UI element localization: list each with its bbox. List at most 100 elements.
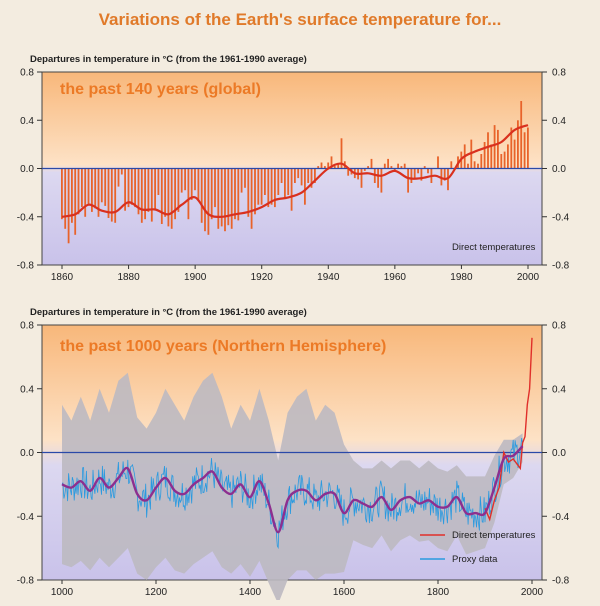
annual-bar-1917 xyxy=(250,168,253,229)
chart-1000-years: 0.8 0.8 0.4 0.4 0.0 0.0 -0.4 -0.4 -0.8 -0.8 1000 12… xyxy=(17,321,570,600)
y-axis-caption-top: Departures in temperature in °C (from th… xyxy=(30,54,307,65)
annual-bar-1956 xyxy=(380,168,383,193)
annual-bar-1874 xyxy=(107,168,110,218)
annual-bar-1912 xyxy=(234,168,236,220)
c1-ytick-label-left-3: -0.4 xyxy=(17,212,35,223)
annual-bar-1890 xyxy=(160,168,163,224)
c1-xtick-label-1: 1880 xyxy=(117,272,140,283)
annual-bar-1939 xyxy=(324,166,326,169)
c2-ytick-label-right-3: -0.4 xyxy=(552,512,570,523)
annual-bar-1938 xyxy=(320,162,323,169)
annual-bar-1942 xyxy=(333,166,336,169)
c1-xtick-label-4: 1940 xyxy=(317,272,340,283)
annual-bar-1941 xyxy=(330,156,333,169)
smoothed-proxy-line xyxy=(61,445,524,534)
annual-bar-1863 xyxy=(71,168,73,223)
annual-bar-1895 xyxy=(177,168,180,212)
annual-bar-1901 xyxy=(197,168,200,200)
proxy-data-line xyxy=(61,437,523,550)
annual-bar-1873 xyxy=(104,168,107,206)
c2-ytick-label-left-0: 0.8 xyxy=(20,321,34,332)
annual-bar-1910 xyxy=(227,168,230,226)
annual-bar-1884 xyxy=(140,168,143,223)
c1-ytick-label-right-0: 0.8 xyxy=(552,68,566,79)
annual-bar-1987 xyxy=(483,142,486,169)
c2-ytick-label-right-0: 0.8 xyxy=(552,321,566,332)
annual-bar-1892 xyxy=(167,168,170,227)
annual-bar-1891 xyxy=(164,168,166,217)
c1-ytick-label-left-4: -0.8 xyxy=(17,261,35,272)
annual-bar-1904 xyxy=(207,168,210,235)
annual-bar-1966 xyxy=(413,168,416,179)
annual-bar-1927 xyxy=(284,168,286,198)
y-axis-caption-bottom: Departures in temperature in °C (from th… xyxy=(30,307,307,318)
annual-bar-1965 xyxy=(410,168,413,183)
c2-xtick-label-4: 1800 xyxy=(427,587,450,598)
annual-bar-1996 xyxy=(513,139,516,169)
c2-ytick-label-right-2: 0.0 xyxy=(552,448,566,459)
annual-bar-1959 xyxy=(390,166,393,169)
annual-bar-1977 xyxy=(450,161,453,169)
annual-bar-1936 xyxy=(314,168,316,183)
annual-bar-1934 xyxy=(307,168,310,183)
annual-bar-1923 xyxy=(270,168,273,205)
annual-bar-1935 xyxy=(310,168,313,188)
annual-bar-1882 xyxy=(134,168,136,208)
annual-bar-1905 xyxy=(210,168,213,220)
annual-bar-1986 xyxy=(480,154,483,169)
annual-bar-1861 xyxy=(64,168,67,229)
legend-proxy-data: Proxy data xyxy=(452,554,498,565)
annual-bar-1957 xyxy=(383,163,386,169)
annual-bar-1994 xyxy=(507,144,509,169)
annual-bar-1914 xyxy=(240,168,243,193)
annual-bar-1876 xyxy=(114,168,117,223)
annual-bar-1964 xyxy=(407,168,409,193)
main-title: Variations of the Earth's surface temper… xyxy=(98,10,502,29)
c2-xtick-label-5: 2000 xyxy=(521,587,544,598)
annual-bar-1973 xyxy=(437,156,439,169)
panel-title-bottom: the past 1000 years (Northern Hemisphere… xyxy=(60,338,386,355)
annual-bar-1993 xyxy=(503,151,506,169)
annual-bar-1864 xyxy=(74,168,77,235)
annual-bar-1898 xyxy=(187,168,190,220)
legend-direct-temperatures-top: Direct temperatures xyxy=(452,242,536,253)
annual-bar-1880 xyxy=(127,168,130,208)
annual-bar-1906 xyxy=(214,168,216,208)
c2-ytick-label-left-1: 0.4 xyxy=(20,384,34,395)
annual-bar-1952 xyxy=(367,166,369,169)
annual-bar-1881 xyxy=(130,168,133,205)
annual-bar-1860 xyxy=(61,168,63,220)
annual-bar-1930 xyxy=(294,168,296,183)
c2-ytick-label-right-4: -0.8 xyxy=(552,576,570,587)
annual-bar-1922 xyxy=(267,168,270,208)
annual-bar-1950 xyxy=(360,168,363,188)
annual-bar-1883 xyxy=(137,168,140,215)
annual-bar-1915 xyxy=(244,168,246,188)
annual-bar-1990 xyxy=(493,125,496,169)
annual-bar-1958 xyxy=(387,158,389,169)
annual-bar-1913 xyxy=(237,168,240,221)
annual-bar-1862 xyxy=(67,168,70,244)
annual-bar-1871 xyxy=(97,168,100,217)
c1-ytick-label-right-4: -0.8 xyxy=(552,261,570,272)
annual-bar-1961 xyxy=(397,163,399,169)
annual-bar-1918 xyxy=(254,168,256,215)
annual-bar-1889 xyxy=(157,168,160,195)
annual-bar-1902 xyxy=(200,168,203,223)
annual-bar-1969 xyxy=(423,166,426,169)
c2-xtick-label-3: 1600 xyxy=(333,587,356,598)
annual-bar-1865 xyxy=(77,168,80,215)
annual-bar-1970 xyxy=(427,168,429,174)
annual-bar-1887 xyxy=(150,168,153,222)
annual-bar-1916 xyxy=(247,168,250,217)
annual-bar-1999 xyxy=(523,132,526,169)
annual-bar-1885 xyxy=(144,168,146,220)
annual-bar-1869 xyxy=(91,168,93,212)
annual-bar-1867 xyxy=(84,168,87,217)
c1-ytick-label-right-1: 0.4 xyxy=(552,116,566,127)
annual-bar-1894 xyxy=(174,168,176,220)
c2-xtick-label-1: 1200 xyxy=(145,587,168,598)
annual-bar-1937 xyxy=(317,166,320,169)
c1-xtick-label-3: 1920 xyxy=(251,272,274,283)
annual-bar-2000 xyxy=(527,127,529,169)
